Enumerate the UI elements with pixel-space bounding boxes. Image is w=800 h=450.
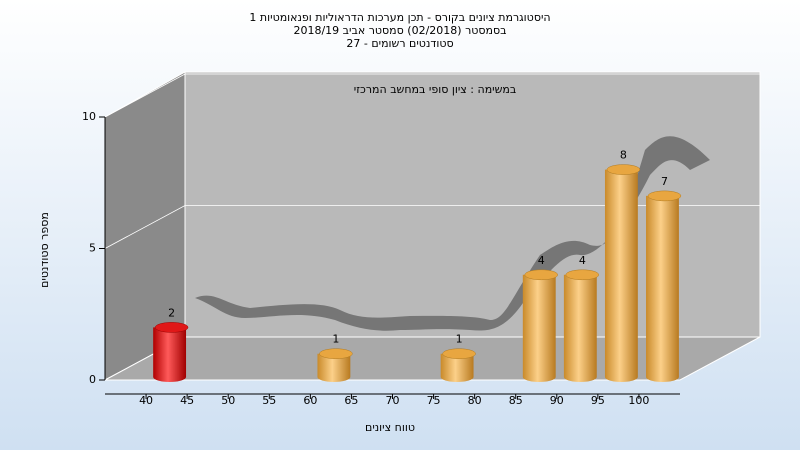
data-label: 1	[332, 333, 339, 346]
bar-part	[440, 353, 474, 382]
bar-part	[647, 190, 682, 202]
chart-title: היסטוגרמת ציונים בקורס - תכן מערכות הדרא…	[249, 11, 550, 24]
trend-ribbon	[195, 136, 710, 331]
bar	[563, 269, 599, 382]
x-tick-label: 95	[591, 394, 605, 407]
grid-line	[104, 73, 760, 118]
bar	[317, 348, 353, 382]
x-axis-label: טווח ציונים	[365, 421, 415, 434]
x-tick-label: 75	[427, 394, 441, 407]
bar-part	[604, 169, 638, 382]
bar	[440, 348, 476, 382]
x-tick-label: 80	[468, 394, 482, 407]
y-axis-label: מספר סטודנטים	[38, 212, 51, 288]
data-label: 2	[168, 306, 175, 319]
bar-part	[154, 322, 189, 333]
bar	[153, 322, 189, 382]
bar-part	[442, 348, 476, 359]
bar-part	[317, 353, 351, 382]
bar-part	[606, 164, 641, 175]
bar-part	[565, 269, 599, 281]
x-tick-label: 65	[344, 394, 358, 407]
bar-part	[563, 274, 597, 382]
bar-part	[524, 269, 558, 281]
chart-subtitle: סטודנטים רשומים - 27	[346, 37, 453, 50]
x-tick-label: 85	[509, 394, 523, 407]
x-tick-label: 40	[139, 394, 153, 407]
x-tick-label: 90	[550, 394, 564, 407]
bar	[646, 190, 682, 382]
bar	[604, 164, 641, 382]
bar-part	[646, 195, 679, 382]
x-tick-label: 55	[262, 394, 276, 407]
x-tick-label: 100	[628, 394, 649, 407]
y-tick-label: 0	[89, 373, 96, 386]
chart-subtitle: בסמסטר (02/2018) סמסטר אביב 2018/19	[293, 24, 506, 37]
data-label: 1	[456, 333, 463, 346]
data-label: 4	[538, 254, 545, 267]
bar	[522, 269, 558, 382]
data-label: 8	[620, 149, 627, 162]
data-label: 4	[579, 254, 586, 267]
y-tick-label: 10	[82, 110, 96, 123]
y-tick-label: 5	[89, 242, 96, 255]
x-tick-label: 50	[221, 394, 235, 407]
x-tick-label: 70	[386, 394, 400, 407]
bar-part	[319, 348, 353, 359]
annotation: במשימה : ציון סופי במחשב המרכזי	[354, 83, 517, 96]
bar-part	[522, 274, 556, 382]
grid-line	[104, 205, 760, 249]
x-tick-label: 60	[303, 394, 317, 407]
x-tick-label: 45	[180, 394, 194, 407]
bar-part	[153, 327, 187, 382]
data-label: 7	[661, 175, 668, 188]
